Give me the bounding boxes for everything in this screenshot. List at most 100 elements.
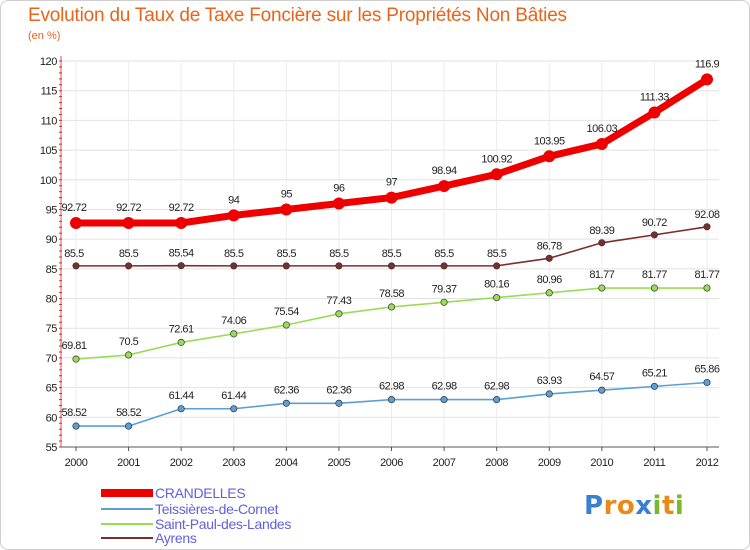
data-label: 75.54 [274,306,299,318]
logo-letter: P [584,491,604,521]
data-label: 85.5 [329,248,349,260]
data-point [230,330,238,338]
data-label: 85.5 [487,248,507,260]
x-tick-label: 2005 [327,457,350,469]
data-label: 85.5 [277,248,297,260]
data-point [177,338,185,346]
data-label: 65.21 [642,367,667,379]
data-label: 81.77 [694,269,719,281]
data-label: 61.44 [169,390,194,402]
data-label: 77.43 [326,295,351,307]
data-point [175,217,188,230]
data-point [595,137,608,150]
legend-label: CRANDELLES [155,485,245,501]
x-tick-label: 2008 [485,457,508,469]
data-label: 92.08 [694,209,719,221]
data-point [648,106,661,119]
data-label: 92.72 [116,202,141,214]
data-label: 58.52 [116,407,141,419]
data-point [70,217,82,230]
legend-label: Saint-Paul-des-Landes [155,516,291,532]
data-point [177,405,185,413]
data-label: 65.86 [694,364,719,376]
data-point [230,262,238,270]
data-label: 81.77 [589,269,614,281]
data-label: 86.78 [537,240,562,252]
y-tick-label: 60 [46,412,58,424]
data-label: 111.33 [640,91,669,103]
data-point [440,262,448,270]
data-label: 92.72 [61,202,86,214]
x-tick-label: 2011 [643,457,665,469]
data-point [701,73,713,86]
data-point [282,399,290,407]
data-point [387,262,396,270]
data-label: 85.5 [119,248,139,260]
data-point [122,217,135,230]
data-label: 95 [281,188,293,200]
data-point [545,254,553,262]
data-point [545,289,553,297]
data-label: 62.98 [484,381,509,393]
data-point [230,405,238,413]
data-label: 79.37 [432,283,457,295]
x-tick-label: 2001 [117,457,140,469]
data-point [440,298,448,306]
data-label: 97 [386,177,398,189]
data-point [387,303,396,311]
data-label: 72.61 [169,323,194,335]
data-point [385,191,398,204]
data-label: 85.5 [64,248,84,260]
x-tick-label: 2003 [222,457,245,469]
y-tick-label: 55 [46,442,58,454]
logo-letter: r [603,491,617,521]
logo-letter: i [674,491,685,521]
data-point [703,284,711,292]
chart-title: Evolution du Taux de Taxe Foncière sur l… [28,5,567,26]
data-point [493,262,501,270]
data-point [650,284,658,292]
data-label: 62.98 [432,381,457,393]
y-tick-label: 105 [40,145,57,157]
legend-label: Teissières-de-Cornet [155,501,279,517]
x-tick-label: 2006 [380,457,403,469]
x-tick-label: 2000 [65,457,88,469]
data-point [125,422,133,430]
data-label: 90.72 [642,217,667,229]
x-tick-label: 2004 [275,457,298,469]
y-tick-label: 80 [46,294,58,306]
y-tick-label: 115 [41,86,58,98]
data-label: 63.93 [537,375,562,387]
data-label: 100.92 [481,153,512,165]
x-tick-label: 2007 [433,457,456,469]
logo-letter: x [635,491,653,521]
data-point [332,197,345,210]
data-label: 96 [333,183,345,195]
data-point [598,239,606,247]
logo-letter: o [616,491,636,521]
data-point [125,351,133,359]
data-label: 70.5 [119,336,139,348]
x-tick-label: 2012 [696,457,719,469]
data-label: 62.36 [274,384,299,396]
data-point [493,294,501,302]
data-label: 89.39 [589,225,614,237]
data-label: 64.57 [589,371,614,383]
data-point [282,321,290,329]
data-label: 85.5 [434,248,454,260]
data-point [650,231,658,239]
data-point [545,390,553,398]
data-point [440,396,448,404]
data-point [125,262,133,270]
data-point [438,180,451,193]
y-tick-label: 120 [40,56,57,68]
data-point [282,262,290,270]
proxiti-logo: Proxiti [584,491,684,521]
data-label: 61.44 [221,390,246,402]
data-label: 69.81 [61,340,86,352]
y-tick-label: 95 [46,204,58,216]
data-point [72,355,80,363]
data-point [335,310,343,318]
data-point [598,386,606,394]
